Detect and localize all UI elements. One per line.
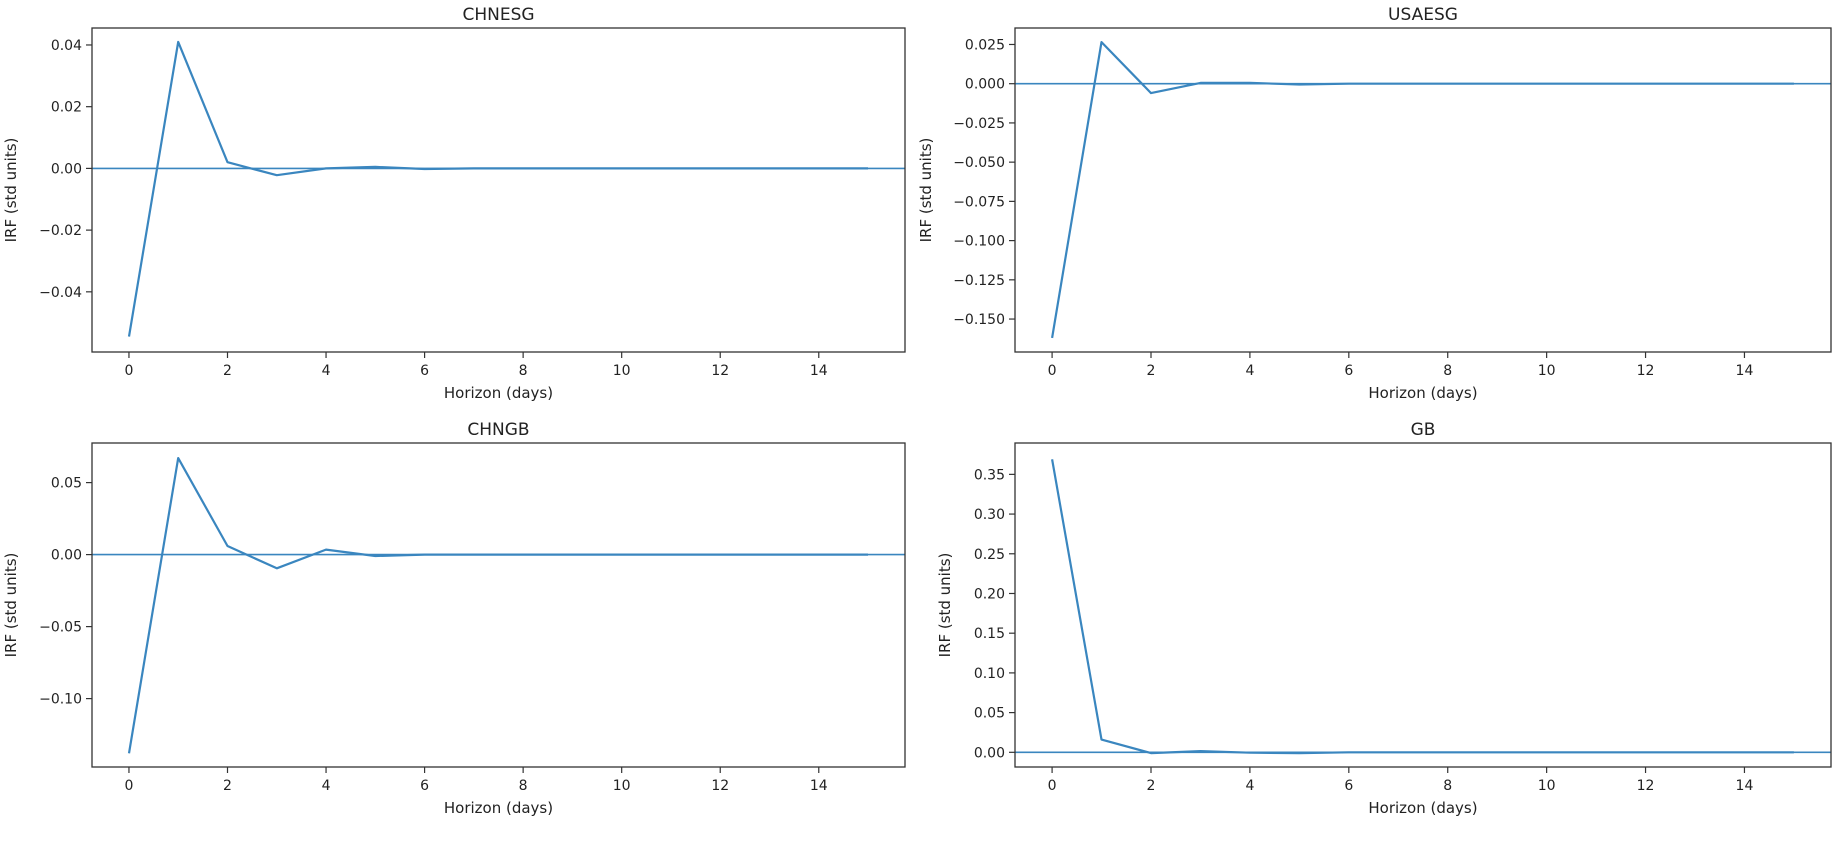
x-tick-label: 12 [711, 363, 729, 379]
x-tick-label: 2 [1147, 363, 1156, 379]
y-tick-label: 0.10 [974, 666, 1005, 682]
y-tick-label: −0.02 [39, 223, 82, 239]
chart-title: USAESG [1388, 5, 1458, 25]
chart-title: GB [1411, 420, 1436, 440]
y-axis-label: IRF (std units) [2, 553, 20, 658]
x-tick-label: 6 [1344, 363, 1353, 379]
x-tick-label: 12 [1637, 778, 1655, 794]
x-tick-label: 14 [810, 778, 828, 794]
chart-panel-4: GB 0 2 4 6 8 10 12 14 0.00 0.05 0.10 0.15 0.20 0.25 0.3… [936, 420, 1832, 817]
y-tick-label: −0.075 [953, 194, 1005, 210]
y-tick-label: 0.00 [974, 745, 1005, 761]
axes-frame [91, 27, 906, 353]
y-tick-label: 0.20 [974, 586, 1005, 602]
y-tick-label: 0.30 [974, 507, 1005, 523]
chart-title: CHNGB [467, 420, 529, 440]
y-axis-label: IRF (std units) [936, 553, 954, 658]
x-tick-label: 4 [1245, 778, 1254, 794]
y-tick-label: −0.150 [953, 312, 1005, 328]
x-tick-label: 0 [124, 363, 133, 379]
y-tick-label: −0.04 [39, 285, 82, 301]
x-tick-label: 2 [223, 363, 232, 379]
y-axis-label: IRF (std units) [2, 138, 20, 243]
x-tick-label: 0 [1048, 778, 1057, 794]
irf-series-line [127, 40, 868, 337]
x-tick-label: 14 [1736, 363, 1754, 379]
x-tick-label: 2 [1147, 778, 1156, 794]
x-tick-label: 8 [519, 778, 528, 794]
y-tick-label: 0.25 [974, 547, 1005, 563]
x-tick-label: 6 [420, 778, 429, 794]
y-tick-label: 0.35 [974, 467, 1005, 483]
y-tick-label: −0.10 [39, 692, 82, 708]
x-tick-label: 12 [1637, 363, 1655, 379]
x-tick-label: 8 [1443, 778, 1452, 794]
chart-panel-2: USAESG 0 2 4 6 8 10 12 14 −0.150 −0.125 −0.100 −0.07… [917, 5, 1832, 402]
y-tick-label: −0.050 [953, 155, 1005, 171]
x-tick-label: 10 [613, 363, 631, 379]
x-tick-label: 14 [1736, 778, 1754, 794]
x-axis-label: Horizon (days) [444, 384, 553, 402]
y-tick-label: −0.05 [39, 620, 82, 636]
chart-title: CHNESG [462, 5, 534, 25]
y-tick-label: 0.02 [51, 100, 82, 116]
irf-series-line [1051, 40, 1794, 339]
y-tick-label: 0.00 [51, 161, 82, 177]
y-tick-label: −0.025 [953, 116, 1005, 132]
y-tick-label: 0.000 [965, 77, 1005, 93]
axes-frame [91, 442, 906, 768]
x-tick-label: 6 [1344, 778, 1353, 794]
x-tick-label: 4 [322, 363, 331, 379]
x-tick-label: 8 [519, 363, 528, 379]
y-tick-label: −0.100 [953, 234, 1005, 250]
y-tick-label: 0.04 [51, 38, 82, 54]
x-tick-label: 0 [124, 778, 133, 794]
x-tick-label: 4 [322, 778, 331, 794]
x-tick-label: 2 [223, 778, 232, 794]
x-tick-label: 8 [1443, 363, 1452, 379]
x-tick-label: 10 [1538, 363, 1556, 379]
y-tick-label: −0.125 [953, 273, 1005, 289]
x-tick-label: 6 [420, 363, 429, 379]
y-tick-label: 0.05 [51, 476, 82, 492]
irf-series-line [1051, 459, 1794, 755]
chart-panel-1: CHNESG 0 2 4 6 8 10 12 14 −0.04 −0.02 0.00 0.02 0.04 H… [2, 5, 906, 402]
y-axis-label: IRF (std units) [917, 138, 935, 243]
irf-series-line [127, 457, 868, 754]
chart-panel-3: CHNGB 0 2 4 6 8 10 12 14 −0.10 −0.05 0.00 0.05 Horizo… [2, 420, 906, 817]
y-tick-label: 0.05 [974, 706, 1005, 722]
y-tick-label: 0.15 [974, 626, 1005, 642]
y-tick-label: 0.00 [51, 548, 82, 564]
x-axis-label: Horizon (days) [1368, 384, 1477, 402]
x-axis-label: Horizon (days) [1368, 799, 1477, 817]
y-tick-label: 0.025 [965, 37, 1005, 53]
x-axis-label: Horizon (days) [444, 799, 553, 817]
x-tick-label: 4 [1245, 363, 1254, 379]
axes-frame [1014, 27, 1832, 353]
x-tick-label: 14 [810, 363, 828, 379]
x-tick-label: 12 [711, 778, 729, 794]
axes-frame [1014, 442, 1832, 768]
x-tick-label: 0 [1048, 363, 1057, 379]
x-tick-label: 10 [1538, 778, 1556, 794]
x-tick-label: 10 [613, 778, 631, 794]
